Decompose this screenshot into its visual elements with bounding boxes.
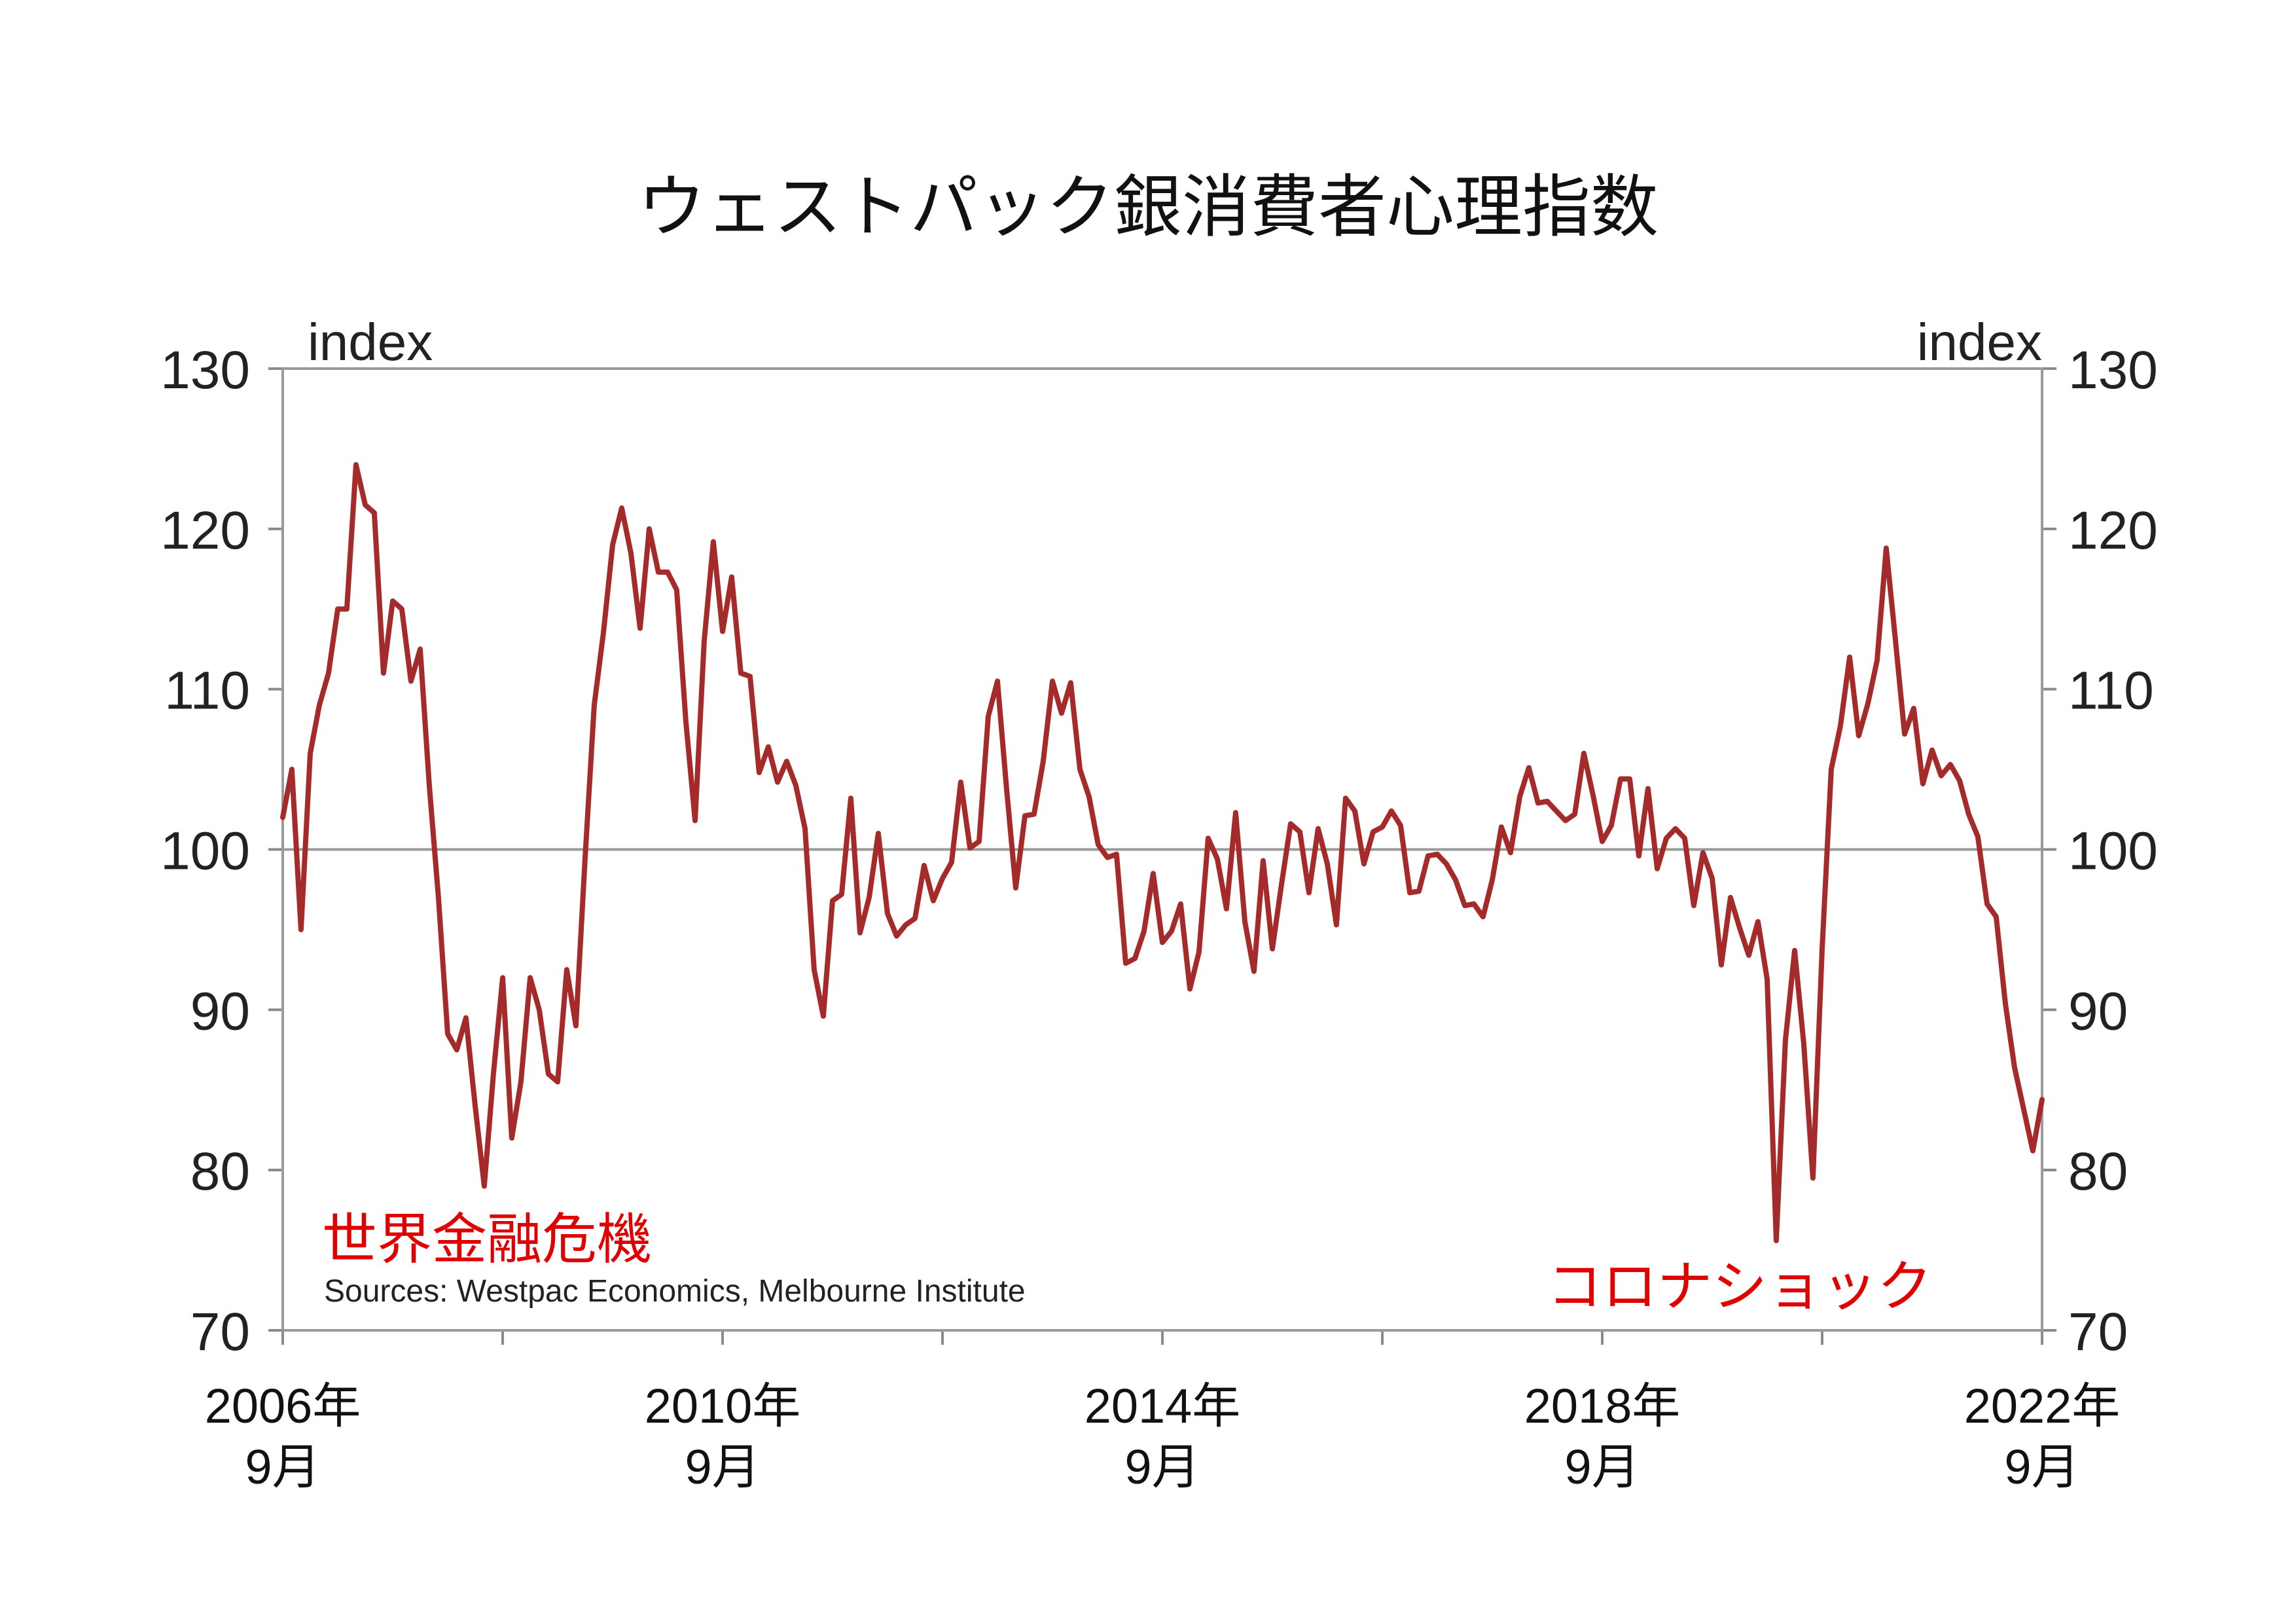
annotation-global-financial-crisis: 世界金融危機: [322, 1209, 652, 1270]
right-y-tick-label: 110: [2068, 661, 2154, 721]
x-tick-month-label: 9月: [1124, 1440, 1200, 1494]
x-tick-year-label: 2022年: [1964, 1379, 2121, 1433]
left-y-tick-label: 90: [190, 981, 250, 1041]
x-tick-year-label: 2014年: [1085, 1379, 1241, 1433]
left-y-tick-label: 130: [160, 340, 250, 400]
x-tick-year-label: 2010年: [645, 1379, 801, 1433]
index-series-line: [280, 462, 2045, 1243]
annotation-covid-shock: コロナショック: [1547, 1256, 1932, 1317]
right-y-tick-label: 90: [2068, 981, 2128, 1041]
plot-frame: [281, 367, 2043, 1332]
left-y-tick-label: 120: [160, 501, 250, 560]
x-tick-month-label: 9月: [1564, 1440, 1640, 1494]
x-tick-month-label: 9月: [685, 1440, 760, 1494]
left-y-tick-label: 100: [160, 822, 250, 881]
x-tick-month-label: 9月: [245, 1440, 320, 1494]
x-axis: 2006年 9月 2010年 9月 2014年 9月 2018年 9月 2022年 9月: [205, 1330, 2121, 1494]
left-y-tick-label: 110: [164, 661, 250, 721]
right-y-tick-label: 70: [2068, 1302, 2128, 1362]
left-y-axis: 130 120 110 100 90 80 70: [160, 340, 283, 1362]
x-tick-year-label: 2018年: [1524, 1379, 1681, 1433]
x-tick-year-label: 2006年: [205, 1379, 361, 1433]
right-y-tick-label: 130: [2068, 340, 2158, 400]
left-y-tick-label: 70: [190, 1302, 250, 1362]
right-y-tick-label: 80: [2068, 1142, 2128, 1201]
x-tick-month-label: 9月: [2004, 1440, 2079, 1494]
source-note: Sources: Westpac Economics, Melbourne In…: [324, 1274, 1026, 1309]
left-y-tick-label: 80: [190, 1142, 250, 1201]
right-unit-label: index: [1917, 313, 2042, 371]
chart-title: ウェストパック銀消費者心理指数: [637, 170, 1659, 246]
right-y-tick-label: 120: [2068, 501, 2158, 560]
right-y-tick-label: 100: [2068, 822, 2158, 881]
left-unit-label: index: [308, 313, 433, 371]
right-y-axis: 130 120 110 100 90 80 70: [2042, 340, 2158, 1362]
